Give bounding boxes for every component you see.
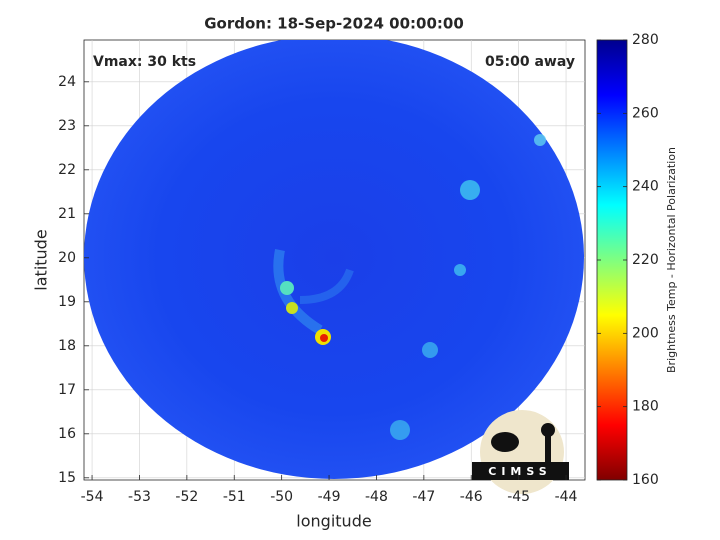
x-tick-label: -48	[365, 489, 388, 505]
chart-title: Gordon: 18-Sep-2024 00:00:00	[204, 15, 464, 33]
convection	[390, 420, 410, 440]
colorbar	[596, 39, 628, 481]
y-tick-label: 23	[58, 118, 76, 134]
y-tick-label: 16	[58, 426, 76, 442]
y-tick-label: 19	[58, 294, 76, 310]
x-tick-label: -51	[223, 489, 246, 505]
convection	[320, 334, 328, 342]
swath-disc	[84, 40, 584, 479]
y-tick-label: 20	[58, 250, 76, 266]
annotation: Vmax: 30 kts	[93, 54, 196, 70]
x-tick-label: -47	[412, 489, 435, 505]
convection	[460, 180, 480, 200]
colorbar-tick-label: 180	[632, 399, 659, 415]
x-tick-label: -54	[81, 489, 104, 505]
y-tick-label: 15	[58, 470, 76, 486]
colorbar-tick-label: 220	[632, 252, 659, 268]
band	[273, 249, 323, 335]
colorbar-tick-label: 160	[632, 472, 659, 488]
x-tick-label: -45	[507, 489, 530, 505]
y-axis-label: latitude	[32, 229, 51, 290]
x-axis-label: longitude	[296, 512, 371, 531]
colorbar-label: Brightness Temp - Horizontal Polarizatio…	[665, 147, 678, 373]
convection	[454, 264, 466, 276]
convection	[422, 342, 438, 358]
convection	[286, 302, 298, 314]
y-tick-label: 24	[58, 74, 76, 90]
swath	[84, 40, 584, 479]
colorbar-tick-label: 240	[632, 179, 659, 195]
logo: CIMSS	[472, 410, 569, 494]
y-tick-label: 21	[58, 206, 76, 222]
x-tick-label: -49	[318, 489, 341, 505]
colorbar-tick-label: 260	[632, 105, 659, 121]
x-tick-label: -53	[128, 489, 151, 505]
x-tick-label: -46	[460, 489, 483, 505]
y-tick-label: 22	[58, 162, 76, 178]
colorbar-tick-label: 200	[632, 325, 659, 341]
x-tick-label: -52	[175, 489, 198, 505]
logo-text: CIMSS	[488, 465, 551, 478]
colorbar-tick-label: 280	[632, 32, 659, 48]
x-tick-label: -50	[270, 489, 293, 505]
band	[299, 268, 354, 304]
annotation: 05:00 away	[485, 54, 575, 70]
y-tick-label: 17	[58, 382, 76, 398]
x-tick-label: -44	[555, 489, 578, 505]
convection	[280, 281, 294, 295]
y-tick-label: 18	[58, 338, 76, 354]
convection	[534, 134, 546, 146]
